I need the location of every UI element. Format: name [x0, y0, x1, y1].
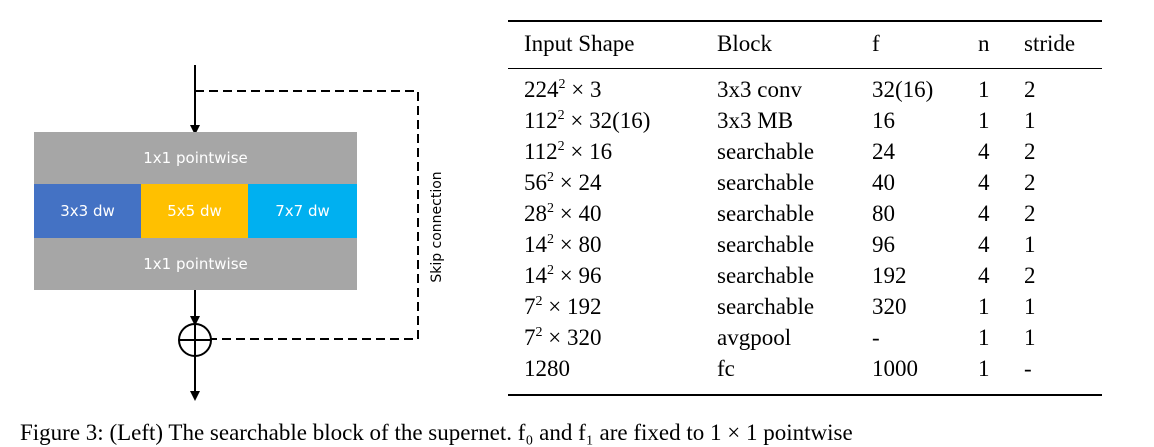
cell-input-shape: 2242 × 3 — [524, 76, 601, 108]
shape-rest: × 24 — [554, 170, 602, 195]
cell-n: 1 — [978, 325, 990, 350]
shape-exponent: 2 — [547, 232, 554, 247]
cell-input-shape: 1122 × 32(16) — [524, 107, 650, 139]
table-top-rule — [508, 20, 1102, 22]
cell-stride: - — [1024, 356, 1032, 381]
cell-f: 32(16) — [872, 77, 934, 102]
shape-base: 14 — [524, 232, 547, 257]
cell-stride: 2 — [1024, 77, 1036, 102]
cell-f: 1000 — [872, 356, 918, 381]
diagram-connectors — [178, 65, 419, 401]
cell-stride: 1 — [1024, 232, 1036, 257]
cell-n: 1 — [978, 77, 990, 102]
shape-base: 7 — [524, 325, 536, 350]
shape-rest: × 192 — [542, 294, 602, 319]
cell-input-shape: 72 × 320 — [524, 324, 601, 356]
shape-rest: × 16 — [564, 139, 613, 164]
dw-5x5-block: 5x5 dw — [141, 184, 248, 238]
cell-stride: 1 — [1024, 325, 1036, 350]
cell-n: 4 — [978, 139, 990, 164]
table-header-rule — [508, 68, 1102, 69]
header-block: Block — [717, 31, 772, 56]
cell-stride: 1 — [1024, 108, 1036, 133]
cell-input-shape: 1122 × 16 — [524, 138, 612, 170]
cell-block: searchable — [717, 170, 815, 195]
shape-exponent: 2 — [547, 263, 554, 278]
cell-input-shape: 142 × 96 — [524, 262, 601, 294]
table-bottom-rule — [508, 394, 1102, 396]
shape-base: 112 — [524, 108, 558, 133]
shape-rest: × 3 — [565, 77, 602, 102]
cell-stride: 2 — [1024, 201, 1036, 226]
cell-input-shape: 142 × 80 — [524, 231, 601, 263]
shape-exponent: 2 — [558, 77, 566, 92]
cell-n: 4 — [978, 201, 990, 226]
cell-block: searchable — [717, 139, 815, 164]
figure-caption: Figure 3: (Left) The searchable block of… — [20, 420, 853, 445]
cell-n: 1 — [978, 294, 990, 319]
shape-base: 112 — [524, 139, 558, 164]
cell-f: 96 — [872, 232, 895, 257]
header-input-shape: Input Shape — [524, 31, 635, 56]
header-n: n — [978, 31, 990, 56]
shape-base: 14 — [524, 263, 547, 288]
shape-exponent: 2 — [535, 325, 543, 340]
cell-f: 320 — [872, 294, 907, 319]
cell-block: searchable — [717, 263, 815, 288]
cell-block: avgpool — [717, 325, 792, 350]
shape-rest: × 80 — [554, 232, 602, 257]
cell-f: 40 — [872, 170, 895, 195]
cell-block: searchable — [717, 201, 815, 226]
shape-exponent: 2 — [535, 294, 543, 309]
shape-base: 7 — [524, 294, 536, 319]
cell-n: 1 — [978, 356, 990, 381]
header-stride: stride — [1024, 31, 1076, 56]
shape-exponent: 2 — [547, 201, 554, 216]
cell-f: - — [872, 325, 880, 350]
shape-base: 224 — [524, 77, 559, 102]
shape-rest: × 40 — [554, 201, 602, 226]
cell-block: 3x3 conv — [717, 77, 802, 102]
searchable-block-diagram: 1x1 pointwise 3x3 dw 5x5 dw 7x7 dw 1x1 p… — [0, 0, 470, 410]
cell-n: 4 — [978, 263, 990, 288]
shape-base: 1280 — [524, 356, 570, 381]
cell-n: 1 — [978, 108, 990, 133]
cell-f: 192 — [872, 263, 907, 288]
shape-exponent: 2 — [547, 170, 554, 185]
dw-3x3-block: 3x3 dw — [34, 184, 141, 238]
skip-connection-path — [195, 90, 419, 340]
dw-7x7-block: 7x7 dw — [248, 184, 357, 238]
cell-block: searchable — [717, 232, 815, 257]
shape-base: 56 — [524, 170, 547, 195]
top-pointwise-block: 1x1 pointwise — [34, 132, 357, 184]
bottom-pointwise-block: 1x1 pointwise — [34, 238, 357, 290]
cell-n: 4 — [978, 232, 990, 257]
shape-rest: × 320 — [542, 325, 602, 350]
shape-exponent: 2 — [557, 108, 565, 123]
header-f: f — [872, 31, 880, 56]
cell-input-shape: 562 × 24 — [524, 169, 601, 201]
cell-stride: 2 — [1024, 263, 1036, 288]
cell-stride: 2 — [1024, 139, 1036, 164]
skip-connection-label: Skip connection — [429, 171, 445, 283]
add-icon — [178, 323, 212, 357]
cell-block: searchable — [717, 294, 815, 319]
cell-input-shape: 1280 — [524, 355, 570, 383]
cell-f: 16 — [872, 108, 895, 133]
cell-stride: 1 — [1024, 294, 1036, 319]
shape-exponent: 2 — [557, 139, 565, 154]
cell-f: 24 — [872, 139, 895, 164]
cell-f: 80 — [872, 201, 895, 226]
shape-rest: × 96 — [554, 263, 602, 288]
cell-stride: 2 — [1024, 170, 1036, 195]
cell-input-shape: 72 × 192 — [524, 293, 601, 325]
cell-input-shape: 282 × 40 — [524, 200, 601, 232]
cell-block: 3x3 MB — [717, 108, 794, 133]
cell-n: 4 — [978, 170, 990, 195]
shape-base: 28 — [524, 201, 547, 226]
shape-rest: × 32(16) — [564, 108, 651, 133]
cell-block: fc — [717, 356, 735, 381]
